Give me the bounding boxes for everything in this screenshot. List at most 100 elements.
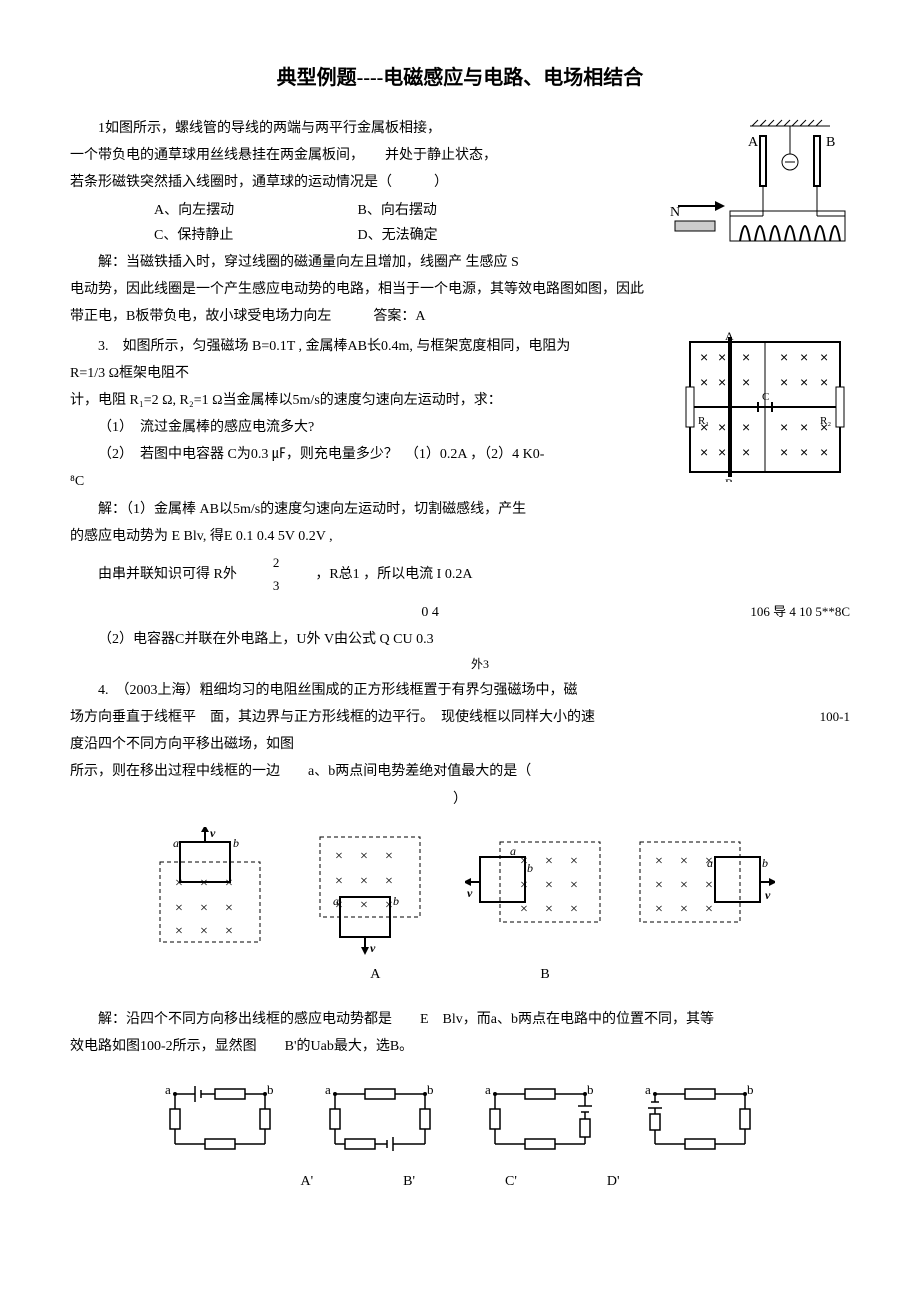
magnet-n-label: N xyxy=(670,205,680,220)
q1-opt-b: B、向右摆动 xyxy=(358,203,437,218)
svg-text:×: × xyxy=(780,444,788,460)
q4-option-labels: A B xyxy=(70,962,850,987)
q4-line2: 场方向垂直于线框平 面，其边界与正方形线框的边平行。 现使线框以同样大小的速 xyxy=(70,705,850,730)
q1-opt-d: D、无法确定 xyxy=(358,228,438,243)
svg-text:×: × xyxy=(705,902,713,917)
svg-text:×: × xyxy=(385,874,393,889)
svg-text:b: b xyxy=(747,1082,754,1097)
svg-text:×: × xyxy=(200,901,208,916)
svg-text:a: a xyxy=(333,894,339,908)
q3-label-b: B xyxy=(725,476,733,482)
q4-opt-b: B xyxy=(540,962,549,987)
svg-text:×: × xyxy=(570,902,578,917)
svg-text:×: × xyxy=(175,924,183,939)
q3-diagram: A B R₁ R₂ C ×××××× ×××××× ×××××× ×××××× xyxy=(680,332,850,491)
svg-text:×: × xyxy=(545,878,553,893)
q4-right-note: 100-1 xyxy=(820,705,850,728)
q3-sol3d: ，R总1 ，所以电流 I 0.2A xyxy=(287,562,472,587)
svg-text:×: × xyxy=(570,878,578,893)
q4-fig-d: ××× ××× ××× a b v xyxy=(635,827,775,957)
svg-text:v: v xyxy=(467,886,473,900)
circuit-d-prime: a b xyxy=(635,1074,765,1164)
svg-text:×: × xyxy=(360,849,368,864)
svg-text:×: × xyxy=(820,349,828,365)
label-c-prime: C' xyxy=(505,1169,517,1194)
svg-text:×: × xyxy=(520,878,528,893)
svg-text:a: a xyxy=(485,1082,491,1097)
q3-sol3: 由串并联知识可得 R外 2 3 ，R总1 ，所以电流 I 0.2A xyxy=(70,551,850,598)
svg-text:×: × xyxy=(742,374,750,390)
q4-line4: 所示，则在移出过程中线框的一边 a、b两点间电势差绝对值最大的是（ xyxy=(70,759,850,784)
svg-text:×: × xyxy=(225,924,233,939)
svg-text:×: × xyxy=(335,849,343,864)
svg-text:×: × xyxy=(718,419,726,435)
svg-text:×: × xyxy=(700,444,708,460)
svg-text:×: × xyxy=(360,874,368,889)
q3-right-note: 106 导 4 10 5**8C xyxy=(750,600,850,623)
svg-text:×: × xyxy=(800,374,808,390)
q3-label-a: A xyxy=(725,332,734,343)
q1-opt-a: A、向左摆动 xyxy=(154,198,354,223)
svg-text:×: × xyxy=(680,854,688,869)
svg-text:×: × xyxy=(680,902,688,917)
q4-opt-a: A xyxy=(370,962,380,987)
q1-sol3: 带正电，B板带负电，故小球受电场力向左 答案：A xyxy=(70,304,850,329)
svg-text:×: × xyxy=(655,902,663,917)
svg-text:×: × xyxy=(680,878,688,893)
svg-text:×: × xyxy=(385,898,393,913)
svg-text:×: × xyxy=(780,349,788,365)
svg-text:b: b xyxy=(393,894,399,908)
svg-text:×: × xyxy=(820,374,828,390)
svg-text:×: × xyxy=(718,349,726,365)
svg-text:a: a xyxy=(325,1082,331,1097)
circuit-b-prime: a b xyxy=(315,1074,445,1164)
svg-text:×: × xyxy=(742,349,750,365)
svg-text:×: × xyxy=(200,924,208,939)
svg-text:×: × xyxy=(800,349,808,365)
svg-text:b: b xyxy=(527,861,533,875)
q3-sol3b: 2 xyxy=(245,551,280,574)
svg-text:×: × xyxy=(800,444,808,460)
label-b-prime: B' xyxy=(403,1169,415,1194)
circuit-c-prime: a b xyxy=(475,1074,605,1164)
q3-sol4b: 0 4 xyxy=(70,600,850,625)
svg-text:v: v xyxy=(765,888,771,902)
svg-text:×: × xyxy=(718,374,726,390)
svg-text:a: a xyxy=(645,1082,651,1097)
svg-text:×: × xyxy=(780,374,788,390)
q4-line1: 4. （2003上海）粗细均习的电阻丝围成的正方形线框置于有界匀强磁场中，磁 xyxy=(70,678,850,703)
svg-text:×: × xyxy=(225,901,233,916)
svg-text:×: × xyxy=(225,876,233,891)
svg-text:×: × xyxy=(655,854,663,869)
svg-text:b: b xyxy=(587,1082,594,1097)
svg-text:a: a xyxy=(173,836,179,850)
page-title: 典型例题----电磁感应与电路、电场相结合 xyxy=(70,60,850,96)
svg-text:×: × xyxy=(545,854,553,869)
svg-text:×: × xyxy=(820,419,828,435)
q1-diagram: A B N xyxy=(670,116,850,285)
q3-label-c: C xyxy=(762,391,769,403)
svg-text:×: × xyxy=(520,902,528,917)
svg-text:×: × xyxy=(742,444,750,460)
svg-text:×: × xyxy=(175,901,183,916)
svg-text:×: × xyxy=(570,854,578,869)
svg-text:v: v xyxy=(370,941,376,955)
svg-text:a: a xyxy=(165,1082,171,1097)
q4-circuits: a b a b a b xyxy=(70,1074,850,1164)
q3-sol3c: 3 xyxy=(245,574,280,597)
q3-sol3a: 由串并联知识可得 R外 xyxy=(70,562,237,587)
svg-text:×: × xyxy=(360,898,368,913)
q4-fig-b: ××× ××× ××× a b v xyxy=(305,827,435,957)
svg-text:×: × xyxy=(820,444,828,460)
plate-b-label: B xyxy=(826,135,835,150)
svg-text:×: × xyxy=(705,878,713,893)
svg-text:×: × xyxy=(700,374,708,390)
q4-line3: 度沿四个不同方向平移出磁场，如图 xyxy=(70,732,850,757)
q3-sol4c: 外3 xyxy=(70,654,850,676)
svg-text:×: × xyxy=(718,444,726,460)
q4-fig-a: ××× ××× ××× a b v xyxy=(145,827,275,957)
svg-text:b: b xyxy=(427,1082,434,1097)
svg-text:×: × xyxy=(545,902,553,917)
svg-text:×: × xyxy=(700,349,708,365)
q4-figures: ××× ××× ××× a b v ××× ××× ××× a b v ××× … xyxy=(70,827,850,957)
